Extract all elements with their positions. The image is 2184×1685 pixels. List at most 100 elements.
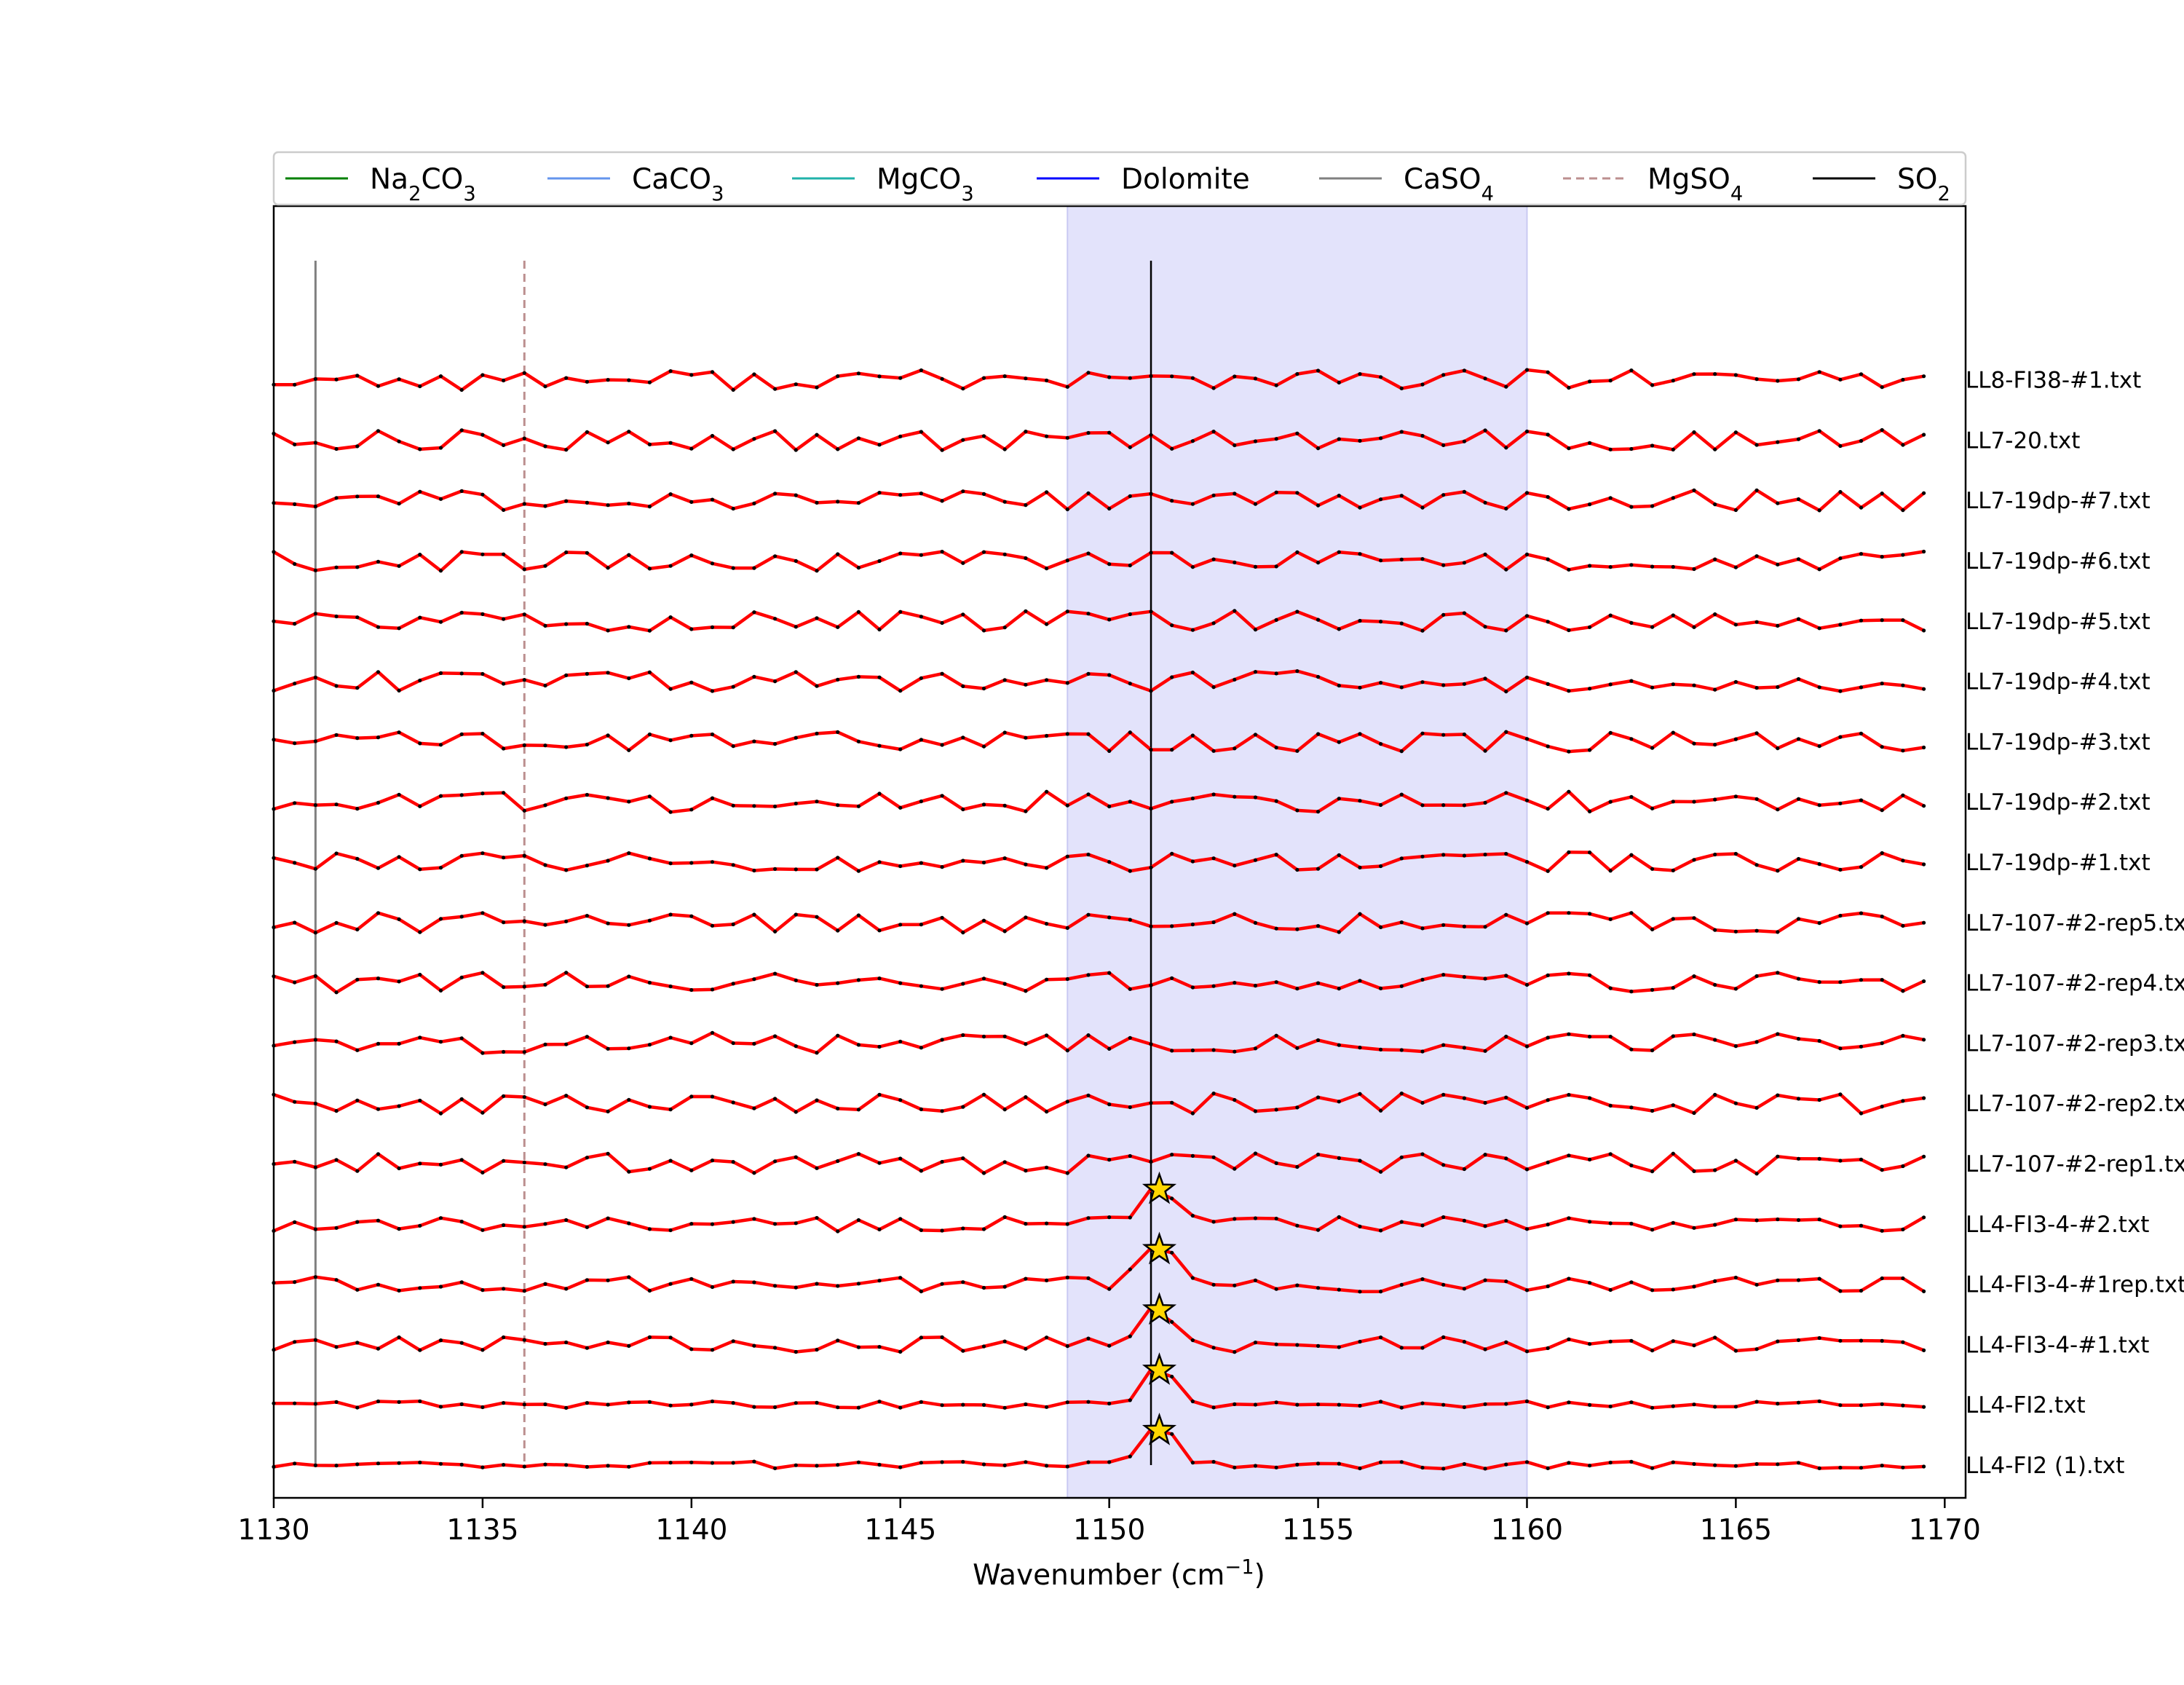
- data-point: [543, 1222, 547, 1226]
- data-point: [355, 1341, 360, 1345]
- data-point: [668, 441, 673, 445]
- data-point: [710, 1030, 715, 1035]
- data-point: [1817, 626, 1821, 631]
- data-point: [1107, 673, 1112, 677]
- data-point: [1002, 982, 1007, 986]
- data-point: [1065, 1222, 1069, 1226]
- data-point: [585, 1401, 590, 1405]
- peak-star-marker: [1142, 1231, 1177, 1265]
- data-point: [1358, 912, 1362, 916]
- data-point: [1483, 1153, 1487, 1157]
- data-point: [1441, 973, 1446, 977]
- data-point: [919, 1046, 923, 1050]
- data-point: [564, 1165, 569, 1169]
- data-point: [1817, 370, 1821, 374]
- data-point: [1922, 1215, 1926, 1220]
- data-point: [1107, 1401, 1112, 1406]
- data-point: [1650, 806, 1655, 810]
- data-point: [1629, 368, 1634, 373]
- data-point: [1045, 1110, 1049, 1114]
- data-point: [1399, 1155, 1404, 1159]
- data-point: [376, 1218, 381, 1223]
- data-point: [1776, 1278, 1780, 1282]
- data-point: [668, 1228, 673, 1233]
- data-point: [647, 732, 652, 737]
- data-point: [1086, 852, 1091, 857]
- data-point: [1567, 1276, 1571, 1281]
- data-point: [710, 987, 715, 992]
- data-point: [856, 436, 860, 441]
- data-point: [1733, 623, 1738, 627]
- data-point: [1880, 808, 1884, 813]
- data-point: [522, 1225, 526, 1229]
- data-point: [1776, 1462, 1780, 1467]
- data-point: [773, 1405, 778, 1410]
- data-point: [1211, 386, 1216, 390]
- data-point: [1817, 980, 1821, 984]
- data-point: [815, 1464, 819, 1468]
- data-point: [1671, 868, 1675, 872]
- data-point: [1337, 380, 1341, 385]
- data-point: [668, 369, 673, 374]
- data-point: [1149, 983, 1153, 987]
- data-point: [1524, 1044, 1530, 1049]
- data-point: [397, 688, 401, 693]
- legend-label: CaSO4: [1404, 163, 1494, 205]
- data-point: [1754, 1105, 1759, 1110]
- data-point: [856, 501, 860, 505]
- data-point: [1420, 803, 1425, 808]
- data-point: [606, 859, 610, 863]
- data-point: [1107, 971, 1112, 975]
- data-point: [815, 867, 819, 872]
- data-point: [627, 378, 631, 382]
- data-point: [647, 442, 652, 447]
- data-point: [459, 915, 464, 919]
- data-point: [856, 869, 860, 873]
- series-line: [273, 789, 1925, 814]
- data-point: [1399, 984, 1404, 988]
- data-point: [627, 851, 631, 856]
- data-point: [1796, 437, 1801, 441]
- data-point: [1754, 1172, 1759, 1176]
- data-point: [1107, 617, 1112, 622]
- data-point: [898, 1217, 903, 1221]
- data-point: [1358, 799, 1362, 803]
- data-point: [1901, 618, 1905, 623]
- data-point: [1379, 925, 1383, 929]
- data-point: [1754, 797, 1759, 801]
- data-point: [1128, 869, 1132, 873]
- data-point: [1274, 490, 1278, 494]
- data-point: [334, 990, 339, 995]
- data-point: [1880, 915, 1884, 919]
- data-point: [1337, 494, 1341, 498]
- data-point: [1776, 971, 1780, 975]
- data-point: [1546, 682, 1550, 687]
- data-point: [293, 622, 297, 626]
- series-11: [272, 1030, 1926, 1055]
- data-point: [1170, 1250, 1174, 1255]
- data-point: [438, 446, 443, 450]
- data-point: [1253, 920, 1258, 925]
- data-point: [1170, 1100, 1174, 1105]
- data-point: [1588, 973, 1592, 977]
- series-line: [273, 669, 1924, 693]
- data-point: [689, 553, 694, 558]
- data-point: [919, 1461, 923, 1465]
- data-point: [480, 612, 485, 617]
- data-point: [815, 1347, 819, 1352]
- data-point: [1316, 1402, 1321, 1407]
- data-point: [355, 494, 360, 499]
- data-point: [564, 499, 569, 503]
- data-point: [438, 497, 443, 501]
- data-point: [1754, 1282, 1759, 1287]
- data-point: [1190, 376, 1195, 380]
- series-label: LL7-107-#2-rep2.txt: [1966, 1091, 2184, 1117]
- data-point: [1880, 492, 1884, 496]
- data-point: [480, 1051, 485, 1055]
- data-point: [1838, 623, 1843, 627]
- series-7: [272, 789, 1926, 814]
- data-point: [689, 446, 694, 451]
- data-point: [856, 674, 860, 679]
- data-point: [773, 492, 778, 496]
- data-point: [1233, 1350, 1237, 1354]
